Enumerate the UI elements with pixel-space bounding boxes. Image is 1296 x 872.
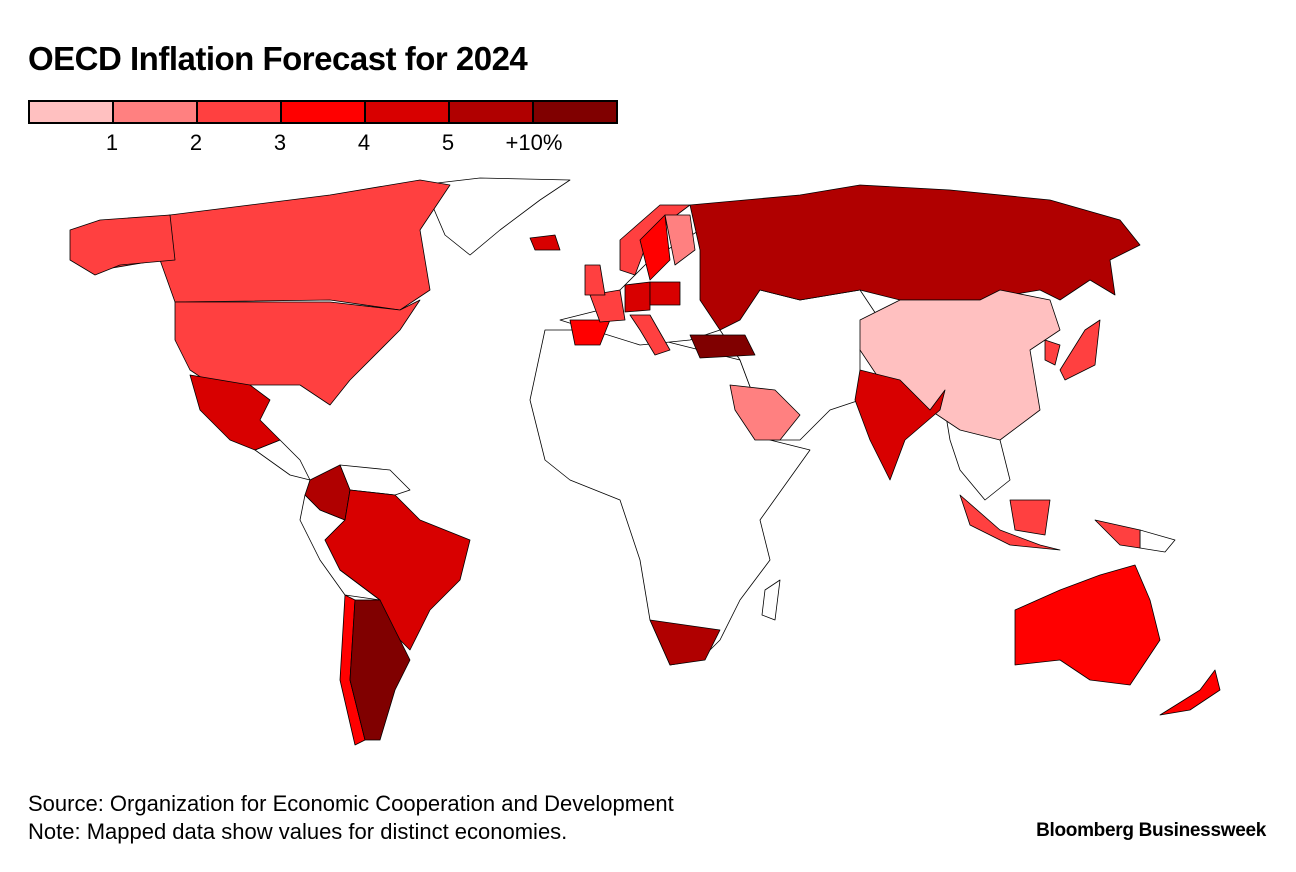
country-sau: SAU [729, 384, 801, 441]
country-usa: USA [69, 214, 176, 276]
country-arg: ARG [349, 599, 411, 741]
legend-swatch-0 [30, 102, 114, 122]
legend-tick: 3 [273, 130, 287, 155]
country-usa: USA [174, 299, 421, 406]
country-kor: KOR [1044, 339, 1061, 366]
country-jpn: JPN [1059, 319, 1101, 381]
chart-title: OECD Inflation Forecast for 2024 [28, 40, 528, 77]
legend-tick: +10% [505, 130, 563, 155]
country-rus: RUS [689, 184, 1141, 331]
country-ind: IND [854, 369, 946, 481]
country-tur: TUR [689, 334, 756, 359]
legend-tick: 2 [189, 130, 203, 155]
country-bra: BRA [324, 489, 471, 651]
country-fra: FRA [589, 289, 626, 323]
region-nodata-png [1139, 529, 1176, 553]
country-idn: IDN [1009, 499, 1051, 536]
country-zaf: ZAF [649, 619, 721, 666]
color-legend [28, 100, 618, 124]
data-note: Note: Mapped data show values for distin… [28, 819, 568, 844]
footer: Source: Organization for Economic Cooper… [28, 790, 674, 846]
legend-swatch-6 [534, 102, 616, 122]
country-isl: ISL [529, 234, 561, 251]
country-ita: ITA [629, 314, 671, 356]
country-can: CAN [99, 179, 451, 311]
legend-swatch-5 [450, 102, 534, 122]
legend-tick: 4 [357, 130, 371, 155]
legend-tick: 5 [441, 130, 455, 155]
region-nodata-mdg [761, 579, 781, 621]
brand-logo: Bloomberg Businessweek [1036, 820, 1266, 841]
legend-tick: 1 [105, 130, 119, 155]
region-nodata-grl [419, 177, 571, 256]
country-idn: IDN [959, 494, 1061, 551]
country-nzl: NZL [1159, 669, 1221, 716]
country-mex: MEX [189, 374, 281, 451]
country-fin: FIN [664, 214, 696, 266]
country-gbr: GBR [584, 264, 606, 296]
legend-swatch-1 [114, 102, 198, 122]
legend-swatch-2 [198, 102, 282, 122]
country-esp: ESP [569, 319, 611, 346]
country-idn: IDN [1094, 519, 1141, 549]
legend-swatch-3 [282, 102, 366, 122]
country-deu: DEU [624, 281, 651, 313]
country-swe: SWE [639, 214, 671, 281]
country-aus: AUS [1014, 564, 1161, 686]
country-pol: POL [649, 281, 681, 306]
source-note: Source: Organization for Economic Cooper… [28, 791, 674, 816]
legend-swatch-4 [366, 102, 450, 122]
